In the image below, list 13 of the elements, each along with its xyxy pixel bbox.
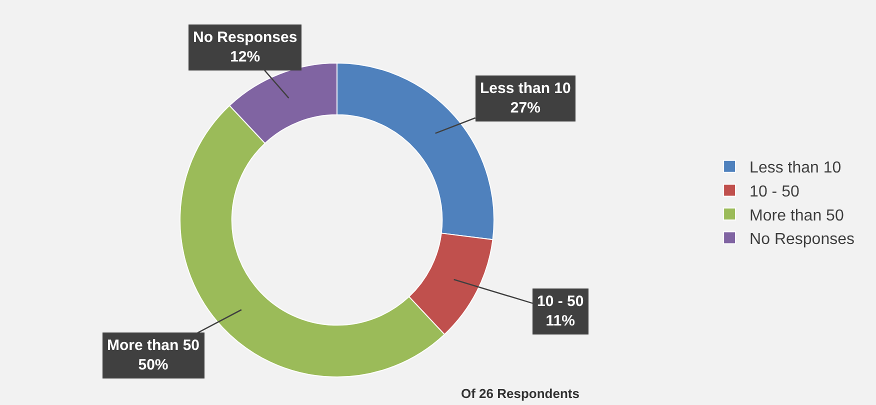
legend-label: No Responses: [750, 231, 855, 248]
legend-label: Less than 10: [750, 160, 842, 177]
data-label: 27%: [510, 100, 540, 116]
slice-label: Less than 10: [480, 80, 571, 97]
data-label: 11%: [546, 312, 575, 330]
data-label: 50%: [138, 356, 168, 374]
text: Of 26 Respondents: [461, 386, 580, 401]
legend-label: 10 - 50: [750, 183, 800, 200]
slice-label: 10 - 50: [537, 293, 584, 310]
slice-label: More than 50: [107, 337, 200, 354]
slice-label: No Responses: [193, 29, 298, 46]
data-label: 12%: [230, 48, 260, 66]
legend-label: More than 50: [750, 207, 844, 224]
